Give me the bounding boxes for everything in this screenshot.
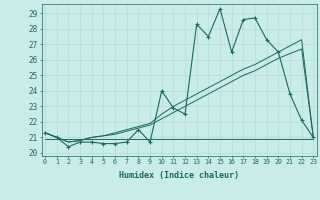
- X-axis label: Humidex (Indice chaleur): Humidex (Indice chaleur): [119, 171, 239, 180]
